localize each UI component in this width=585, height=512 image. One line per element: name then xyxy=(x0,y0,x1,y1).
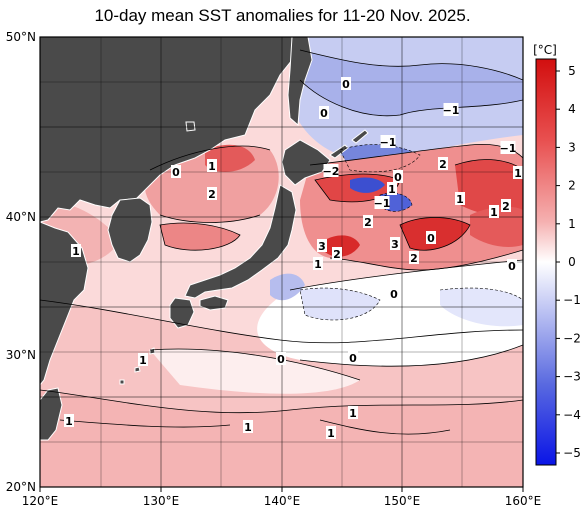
contour-label: 2 xyxy=(208,188,216,201)
x-tick-label: 120°E xyxy=(22,494,59,508)
contour-label-bg xyxy=(332,247,342,260)
contour-label: 2 xyxy=(410,252,418,265)
contour-label-bg xyxy=(171,165,181,178)
contour-label: 1 xyxy=(349,407,357,420)
map-title: 10-day mean SST anomalies for 11-20 Nov.… xyxy=(94,6,471,25)
colorbar: [°C] 5 4 3 2 1 0 −1 −2 −3 −4 −5 xyxy=(533,43,581,466)
contour-lines xyxy=(40,49,523,435)
contour-label: 0 xyxy=(277,353,285,366)
contour-label: 0 xyxy=(349,352,357,365)
contour-label-bg xyxy=(313,257,323,270)
contour-label: 1 xyxy=(65,415,73,428)
contour-label-bg xyxy=(348,406,358,419)
contour-label: 1 xyxy=(388,183,396,196)
contour-label: 1 xyxy=(490,206,498,219)
contour-label: 0 xyxy=(342,78,350,91)
contour-label: 2 xyxy=(502,200,510,213)
contour-label-bg xyxy=(348,351,358,364)
contour-label: 1 xyxy=(244,421,252,434)
colorbar-tick-label: 0 xyxy=(568,255,576,269)
contour-label-bg xyxy=(390,237,400,250)
contour-label-bg xyxy=(207,187,217,200)
contour-label: −1 xyxy=(380,136,397,149)
y-tick-label: 30°N xyxy=(6,348,36,362)
contour-label: 2 xyxy=(439,158,447,171)
x-tick-label: 150°E xyxy=(384,494,421,508)
contour-label-bg xyxy=(438,157,448,170)
contour-label-bg xyxy=(489,205,499,218)
contour-label: 0 xyxy=(427,232,435,245)
colorbar-scale xyxy=(535,58,557,466)
colorbar-tick-label: −4 xyxy=(563,408,581,422)
contour-label: 2 xyxy=(364,216,372,229)
contour-label-bg xyxy=(500,141,516,154)
x-tick-label: 160°E xyxy=(505,494,542,508)
contour-label-bg xyxy=(426,231,436,244)
colorbar-tick-label: 2 xyxy=(568,179,576,193)
contour-label-bg xyxy=(243,420,253,433)
contour-label: 3 xyxy=(318,240,326,253)
contour-label: 0 xyxy=(172,166,180,179)
contour-label: 0 xyxy=(394,171,402,184)
axis-ticks xyxy=(39,487,524,492)
contour-label: −2 xyxy=(323,165,340,178)
contour-label: 0 xyxy=(390,288,398,301)
contour-label: 2 xyxy=(333,248,341,261)
colorbar-unit: [°C] xyxy=(533,43,557,57)
contour-label: 0 xyxy=(508,260,516,273)
contour-label-bg xyxy=(326,426,336,439)
colorbar-tick-label: −3 xyxy=(563,370,581,384)
contour-label-bg xyxy=(513,166,523,179)
contour-label-bg xyxy=(393,170,403,183)
contour-label: 1 xyxy=(72,245,80,258)
grid-lines xyxy=(40,37,523,487)
contour-label-bg xyxy=(71,244,81,257)
contour-label: −1 xyxy=(500,142,517,155)
contour-label: −1 xyxy=(443,104,460,117)
colorbar-tick-label: 3 xyxy=(568,140,576,154)
colorbar-tick-label: 5 xyxy=(568,64,576,78)
x-tick-label: 140°E xyxy=(264,494,301,508)
colorbar-tick-label: −5 xyxy=(563,446,581,460)
contour-label: 1 xyxy=(208,160,216,173)
contour-label-bg xyxy=(207,159,217,172)
contour-label-bg xyxy=(455,192,465,205)
contour-label-bg xyxy=(363,215,373,228)
colorbar-tick-label: 1 xyxy=(568,217,576,231)
x-tick-label: 130°E xyxy=(143,494,180,508)
contour-label-bg xyxy=(380,135,396,148)
colorbar-tick-label: −2 xyxy=(563,331,581,345)
contour-label-bg xyxy=(276,352,286,365)
contour-label: 3 xyxy=(391,238,399,251)
contour-label: 1 xyxy=(514,167,522,180)
contour-label-bg xyxy=(138,353,148,366)
contour-label: 1 xyxy=(456,193,464,206)
y-tick-label: 20°N xyxy=(6,480,36,494)
contour-label-bg xyxy=(341,77,351,90)
contour-label-bg xyxy=(317,239,327,252)
contour-label: 0 xyxy=(320,107,328,120)
contour-label-bg xyxy=(319,106,329,119)
contour-label: −1 xyxy=(374,197,391,210)
contour-label-bg xyxy=(443,103,459,116)
contour-label-bg xyxy=(387,182,397,195)
y-tick-label: 50°N xyxy=(6,30,36,44)
contour-label-bg xyxy=(507,259,517,272)
contour-label: 1 xyxy=(314,258,322,271)
contour-label-bg xyxy=(389,287,399,300)
contour-label-bg xyxy=(374,196,390,209)
colorbar-tick-label: 4 xyxy=(568,102,576,116)
contour-label-bg xyxy=(409,251,419,264)
contour-label: 1 xyxy=(139,354,147,367)
contour-label-bg xyxy=(64,414,74,427)
y-tick-label: 40°N xyxy=(6,210,36,224)
contour-label-bg xyxy=(323,164,339,177)
contour-label: 1 xyxy=(327,427,335,440)
colorbar-tick-label: −1 xyxy=(563,293,581,307)
contour-label-bg xyxy=(501,199,511,212)
